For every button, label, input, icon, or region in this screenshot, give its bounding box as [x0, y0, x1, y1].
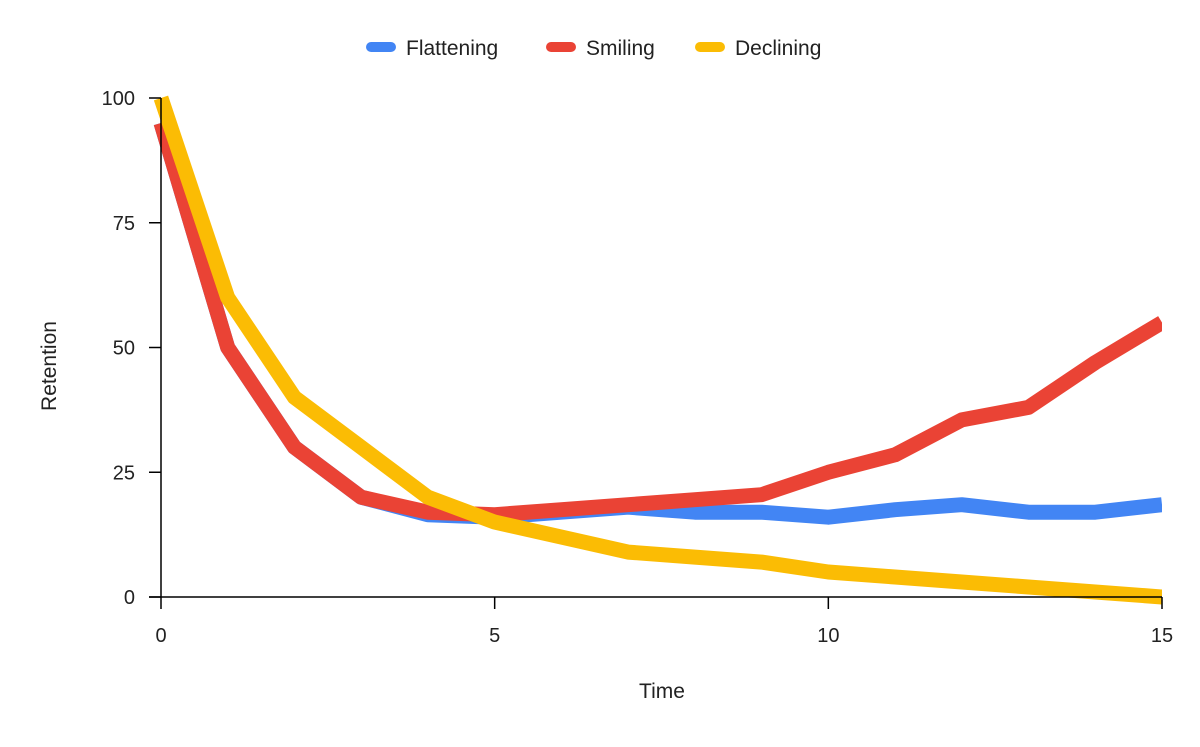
legend-label: Flattening	[406, 37, 498, 60]
legend-item-smiling[interactable]: Smiling	[546, 37, 655, 60]
y-tick-label: 50	[113, 338, 135, 360]
x-tick-label: 10	[817, 625, 839, 647]
legend: Flattening Smiling Declining	[366, 37, 821, 60]
series-layer	[153, 95, 1162, 605]
axes-layer: 0 25 50 75 100 0 5 10 15	[102, 88, 1174, 647]
y-tick-label: 0	[124, 587, 135, 609]
x-axis-title: Time	[639, 680, 685, 703]
legend-label: Declining	[735, 37, 821, 60]
legend-swatch	[695, 42, 725, 52]
y-axis-title: Retention	[38, 321, 61, 411]
legend-item-declining[interactable]: Declining	[695, 37, 821, 60]
y-tick-label: 100	[102, 88, 135, 110]
legend-swatch	[546, 42, 576, 52]
x-tick-label: 5	[489, 625, 500, 647]
series-line-declining	[153, 95, 1162, 605]
legend-swatch	[366, 42, 396, 52]
y-tick-label: 75	[113, 213, 135, 235]
legend-item-flattening[interactable]: Flattening	[366, 37, 498, 60]
legend-label: Smiling	[586, 37, 655, 60]
x-tick-label: 0	[155, 625, 166, 647]
y-tick-label: 25	[113, 462, 135, 484]
series-line-smiling	[153, 120, 1162, 523]
x-tick-label: 15	[1151, 625, 1173, 647]
